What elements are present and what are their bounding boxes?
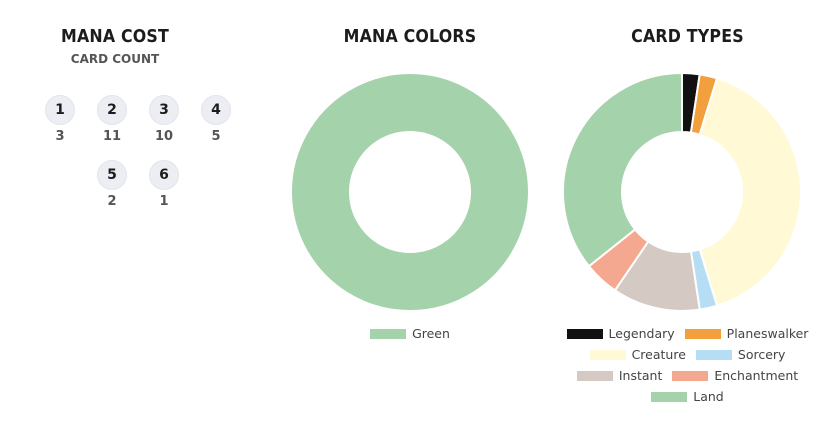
legend-row: Instant Enchantment: [555, 368, 820, 383]
mana-colors-donut-chart: [290, 72, 530, 312]
legend-label: Land: [693, 389, 724, 404]
donut-slice-creature[interactable]: [698, 77, 802, 307]
mana-cost-count: 5: [211, 129, 221, 144]
mana-colors-panel: MANA COLORS Green: [280, 0, 540, 432]
donut-slice-land[interactable]: [562, 72, 683, 268]
mana-cost-item: 3 10: [144, 95, 184, 144]
legend-label: Green: [412, 326, 450, 341]
legend-item[interactable]: Planeswalker: [684, 326, 809, 341]
mana-cost-count: 11: [102, 129, 122, 144]
mana-cost-item: 2 11: [92, 95, 132, 144]
legend-item[interactable]: Legendary: [566, 326, 675, 341]
legend-swatch: [672, 370, 709, 381]
legend-label: Sorcery: [737, 347, 786, 362]
legend-label: Instant: [618, 368, 663, 383]
legend-label: Creature: [631, 347, 686, 362]
mana-cost-symbol: 1: [45, 95, 75, 125]
legend-row: Land: [555, 389, 820, 404]
mana-cost-symbol: 3: [149, 95, 179, 125]
legend-item[interactable]: Green: [370, 326, 450, 341]
legend-swatch: [695, 349, 732, 360]
legend-swatch: [576, 370, 613, 381]
legend-row: Creature Sorcery: [555, 347, 820, 362]
mana-cost-symbol: 6: [149, 160, 179, 190]
legend-item[interactable]: Creature: [589, 347, 686, 362]
mana-cost-panel: MANA COST CARD COUNT 1 3 2 11 3 10 4 5 5 2 6 1: [0, 0, 231, 432]
legend-label: Planeswalker: [726, 326, 809, 341]
mana-cost-count: 3: [55, 129, 65, 144]
mana-cost-symbol: 4: [201, 95, 231, 125]
mana-cost-count: 2: [107, 194, 117, 209]
legend-swatch: [651, 391, 688, 402]
legend-item[interactable]: Land: [651, 389, 724, 404]
card-types-title: CARD TYPES: [631, 26, 744, 47]
card-types-donut-chart: [562, 72, 802, 312]
legend-item[interactable]: Instant: [576, 368, 663, 383]
card-types-panel: CARD TYPES Legendary Planeswalker Creature…: [555, 0, 820, 432]
mana-cost-count: 1: [159, 194, 169, 209]
legend-item[interactable]: Enchantment: [672, 368, 798, 383]
legend-swatch: [589, 349, 626, 360]
legend-row: Legendary Planeswalker: [555, 326, 820, 341]
legend-swatch: [566, 328, 603, 339]
mana-cost-symbol: 5: [97, 160, 127, 190]
legend-swatch: [370, 328, 407, 339]
card-count-subtitle: CARD COUNT: [70, 52, 160, 66]
legend-label: Legendary: [608, 326, 675, 341]
legend-row: Green: [280, 326, 540, 341]
legend-item[interactable]: Sorcery: [695, 347, 786, 362]
donut-slice-green[interactable]: [290, 72, 530, 312]
mana-colors-title: MANA COLORS: [343, 26, 477, 47]
mana-cost-count: 10: [154, 129, 174, 144]
mana-cost-symbol: 2: [97, 95, 127, 125]
legend-label: Enchantment: [714, 368, 799, 383]
legend-swatch: [684, 328, 721, 339]
mana-cost-title: MANA COST: [61, 26, 169, 47]
